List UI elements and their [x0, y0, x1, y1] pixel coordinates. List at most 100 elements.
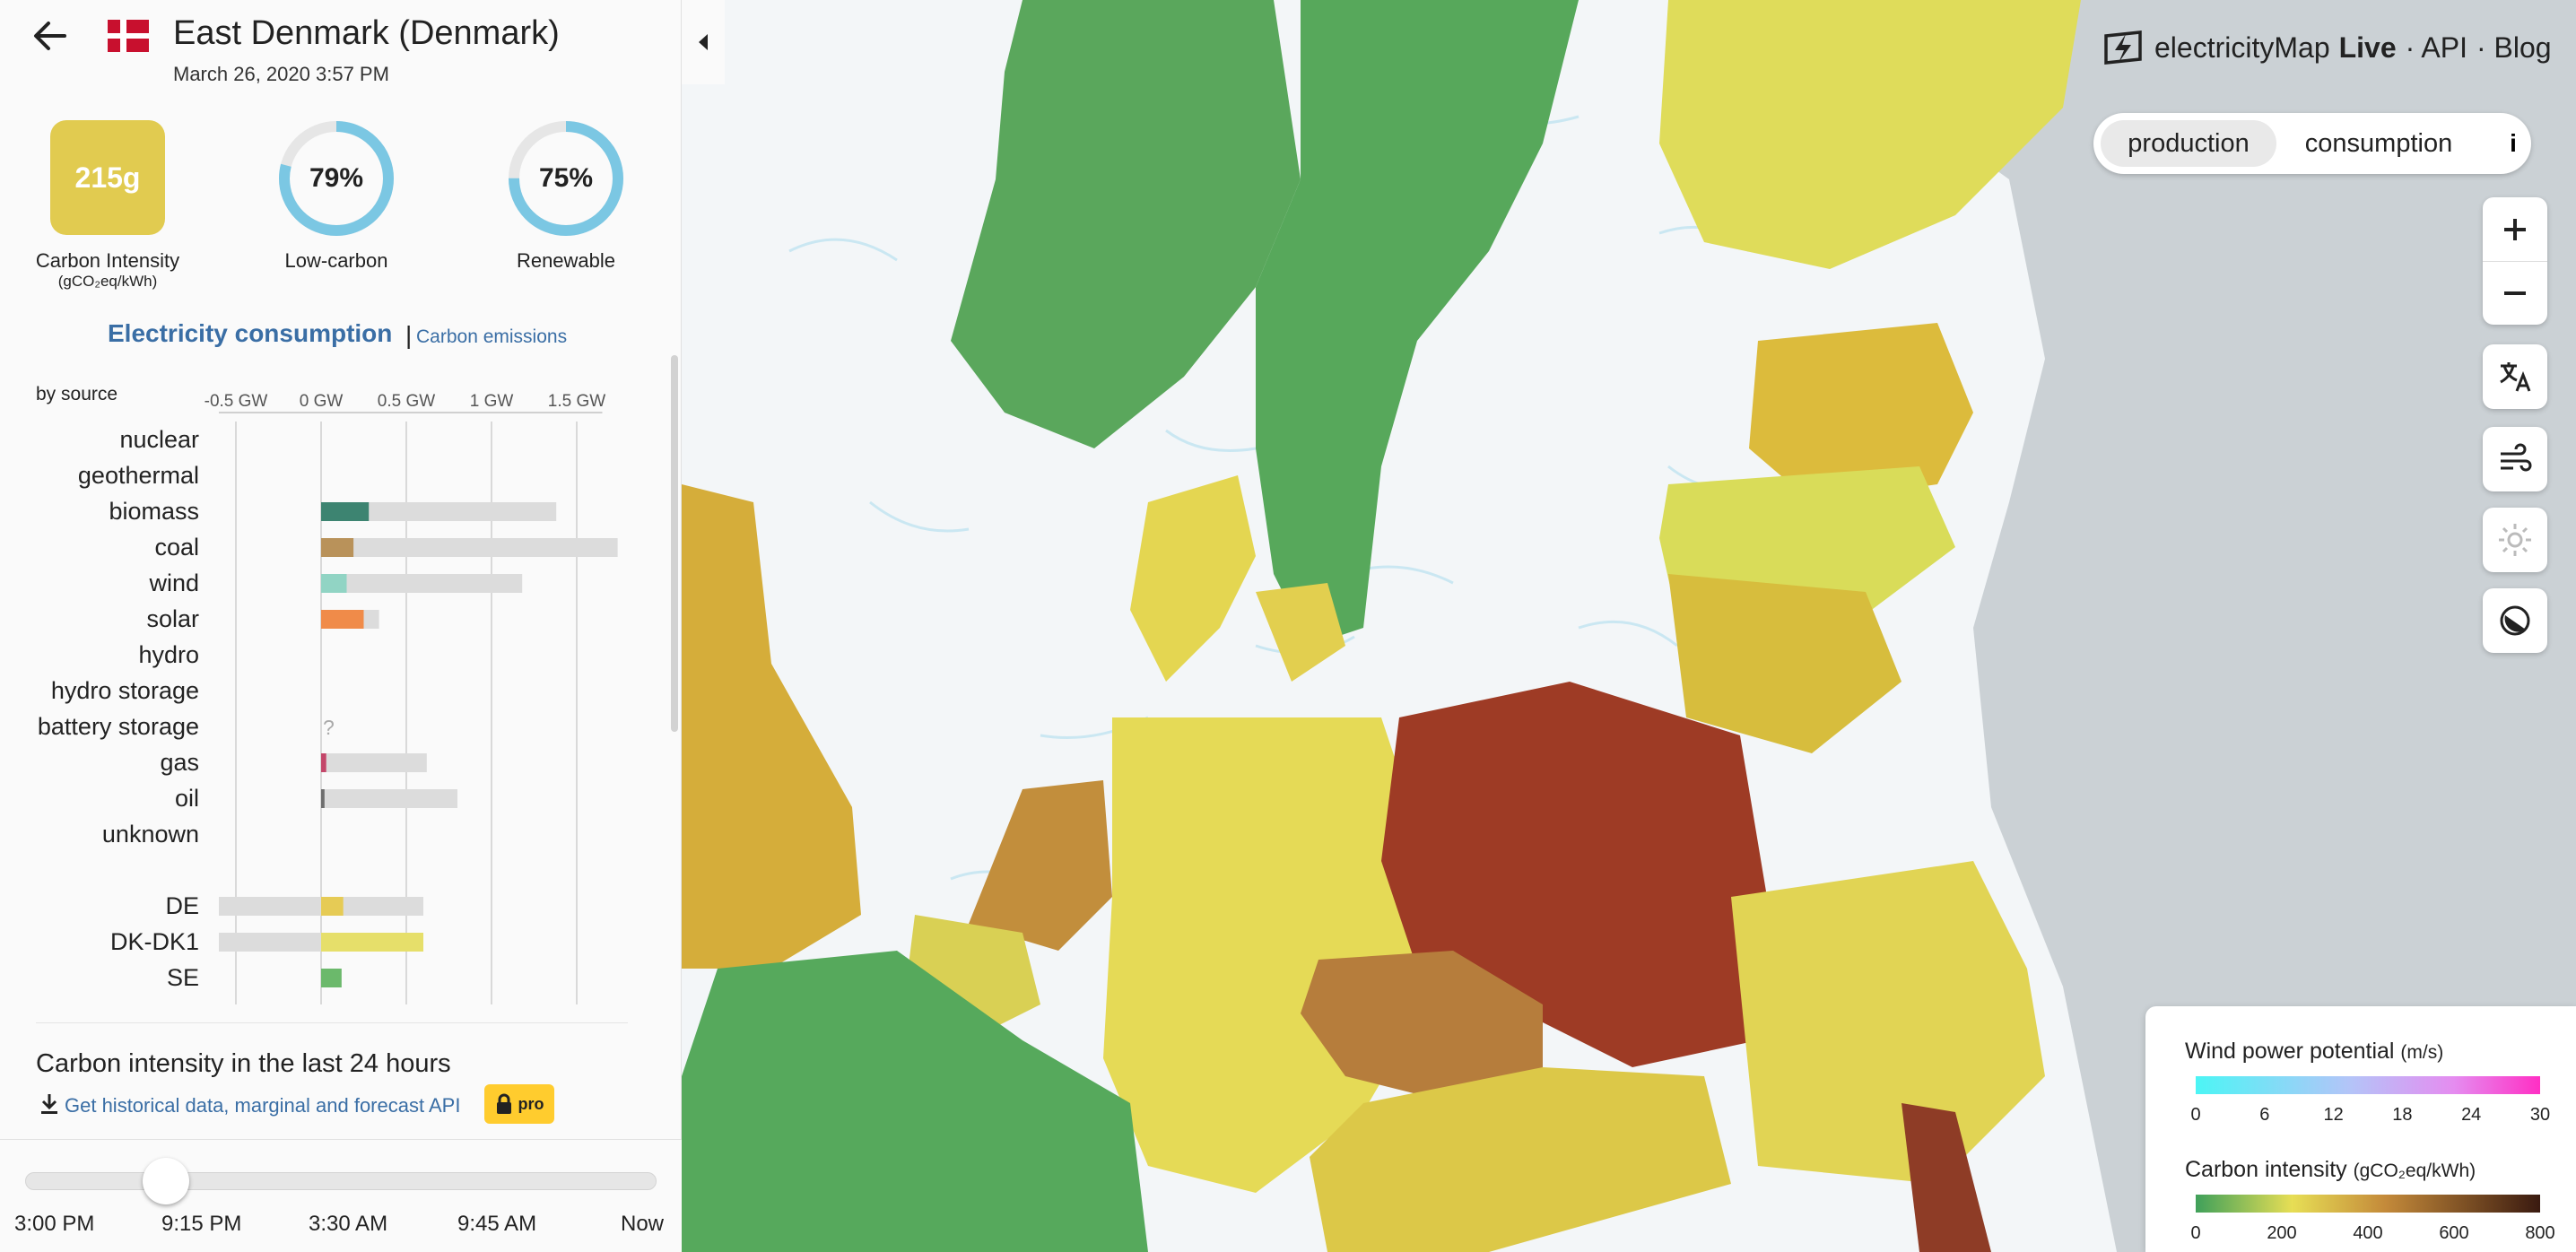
- zone-datetime: March 26, 2020 3:57 PM: [173, 63, 389, 85]
- source-label: oil: [175, 785, 199, 812]
- wind-layer-button[interactable]: [2483, 427, 2547, 491]
- language-button[interactable]: [2483, 344, 2547, 409]
- wind-legend-tick: 0: [2190, 1105, 2201, 1125]
- capacity-bar[interactable]: [321, 538, 618, 557]
- wind-legend-tick: 30: [2529, 1105, 2551, 1125]
- sun-icon: [2499, 524, 2531, 556]
- pro-badge[interactable]: pro: [484, 1084, 554, 1124]
- wind-legend-unit: (m/s): [2400, 1042, 2444, 1063]
- wind-legend-title-text: Wind power potential: [2185, 1039, 2395, 1064]
- time-slider: 3:00 PM 9:15 PM 3:30 AM 9:45 AM Now: [0, 1139, 682, 1252]
- wind-legend-tick: 24: [2461, 1105, 2482, 1125]
- brand-header: electricityMap Live · API · Blog: [2101, 27, 2552, 68]
- capacity-bar[interactable]: [321, 502, 557, 521]
- time-slider-thumb[interactable]: [143, 1158, 189, 1204]
- low-carbon-value: 79%: [309, 163, 364, 193]
- low-carbon-ring: [279, 121, 394, 236]
- color-blind-mode-button[interactable]: [2483, 588, 2547, 653]
- production-bar[interactable]: [321, 502, 370, 521]
- carbon-intensity-value: 215g: [74, 161, 141, 194]
- info-button[interactable]: i: [2510, 129, 2517, 157]
- wind-icon: [2501, 443, 2532, 472]
- exchange-bar[interactable]: [321, 969, 342, 987]
- carbon-legend-title: Carbon intensity (gCO₂eq/kWh): [2185, 1157, 2476, 1183]
- carbon-intensity-square: 215g: [50, 120, 165, 235]
- unknown-mark: ?: [323, 716, 335, 739]
- carbon-intensity-label: Carbon Intensity: [35, 249, 180, 272]
- back-arrow-icon[interactable]: [30, 16, 70, 56]
- carbon-legend-tick: 600: [2439, 1223, 2469, 1243]
- zoom-out-button[interactable]: [2483, 261, 2547, 325]
- zoom-in-button[interactable]: [2483, 197, 2547, 261]
- consumption-option[interactable]: consumption: [2280, 120, 2477, 167]
- carbon-gradient-bar: [2196, 1195, 2540, 1213]
- brand-live[interactable]: Live: [2338, 30, 2397, 64]
- source-label: hydro storage: [51, 677, 199, 704]
- map-layer[interactable]: [682, 0, 2576, 1252]
- wind-legend-tick: 12: [2323, 1105, 2344, 1125]
- historical-data-link[interactable]: Get historical data, marginal and foreca…: [65, 1094, 461, 1117]
- chart-axis-tick: 1.5 GW: [548, 392, 605, 411]
- zone-name: East Denmark (Denmark): [173, 14, 560, 52]
- time-tick: 9:15 PM: [161, 1212, 242, 1236]
- renewable-label: Renewable: [516, 249, 616, 272]
- renewable-value: 75%: [538, 163, 594, 193]
- panel-scrollbar[interactable]: [671, 355, 678, 732]
- production-bar[interactable]: [321, 789, 325, 808]
- source-label: biomass: [109, 498, 199, 525]
- carbon-intensity-unit: (gCO₂eq/kWh): [57, 273, 158, 290]
- source-label: geothermal: [78, 462, 199, 489]
- production-bar[interactable]: [321, 753, 326, 772]
- source-label: battery storage: [38, 713, 199, 740]
- time-slider-track[interactable]: [25, 1172, 657, 1190]
- pro-badge-label: pro: [518, 1094, 544, 1113]
- map-legend: Wind power potential (m/s) 0 6 12 18 24 …: [2145, 1006, 2576, 1252]
- download-icon[interactable]: [39, 1092, 59, 1116]
- production-breakdown-chart: -0.5 GW 0 GW 0.5 GW 1 GW 1.5 GW nuclear geothe…: [0, 386, 682, 1013]
- exchange-bar[interactable]: [321, 933, 423, 952]
- minus-icon: [2504, 291, 2526, 295]
- section-divider: [36, 1022, 628, 1023]
- low-carbon-label: Low-carbon: [284, 249, 388, 272]
- by-source-label: by source: [36, 384, 118, 404]
- carbon-emissions-tab[interactable]: Carbon emissions: [416, 326, 568, 347]
- wind-legend-title: Wind power potential (m/s): [2185, 1039, 2443, 1065]
- lock-icon: [496, 1093, 511, 1114]
- solar-layer-button[interactable]: [2483, 508, 2547, 572]
- carbon-legend-tick: 200: [2267, 1223, 2297, 1243]
- exchange-label: SE: [167, 964, 199, 991]
- production-option[interactable]: production: [2101, 120, 2276, 167]
- carbon-legend-tick: 0: [2190, 1223, 2201, 1243]
- nav-api-link[interactable]: · API: [2405, 30, 2467, 64]
- carbon-legend-tick: 800: [2525, 1223, 2555, 1243]
- denmark-flag-icon: [108, 20, 149, 52]
- zoom-controls: [2483, 197, 2547, 325]
- capacity-bar[interactable]: [321, 789, 457, 808]
- production-bar[interactable]: [321, 538, 354, 557]
- capacity-bar[interactable]: [321, 574, 523, 593]
- nav-blog-link[interactable]: · Blog: [2476, 30, 2552, 64]
- contrast-icon: [2500, 605, 2530, 636]
- production-bar[interactable]: [321, 610, 364, 629]
- source-label: nuclear: [119, 426, 199, 453]
- chart-axis-tick: 0.5 GW: [378, 392, 435, 411]
- collapse-panel-button[interactable]: [682, 0, 725, 84]
- electricity-consumption-tab[interactable]: Electricity consumption: [108, 319, 393, 347]
- production-bar[interactable]: [321, 574, 347, 593]
- source-label: solar: [146, 605, 199, 632]
- carbon-legend-title-text: Carbon intensity: [2185, 1157, 2347, 1182]
- wind-legend-tick: 18: [2392, 1105, 2413, 1125]
- capacity-bar[interactable]: [321, 753, 427, 772]
- electricitymap-logo-icon[interactable]: [2101, 27, 2145, 68]
- brand-name[interactable]: electricityMap: [2154, 30, 2330, 64]
- renewable-ring: [509, 121, 623, 236]
- exchange-bar[interactable]: [321, 897, 344, 916]
- wind-legend-tick: 6: [2259, 1105, 2270, 1125]
- source-label: wind: [148, 569, 199, 596]
- mode-separator: |: [405, 321, 413, 349]
- source-label: coal: [154, 534, 199, 561]
- plus-icon: [2504, 218, 2526, 240]
- map-canvas[interactable]: [682, 0, 2576, 1252]
- time-tick: 3:00 PM: [14, 1212, 95, 1236]
- exchange-label: DE: [165, 892, 199, 919]
